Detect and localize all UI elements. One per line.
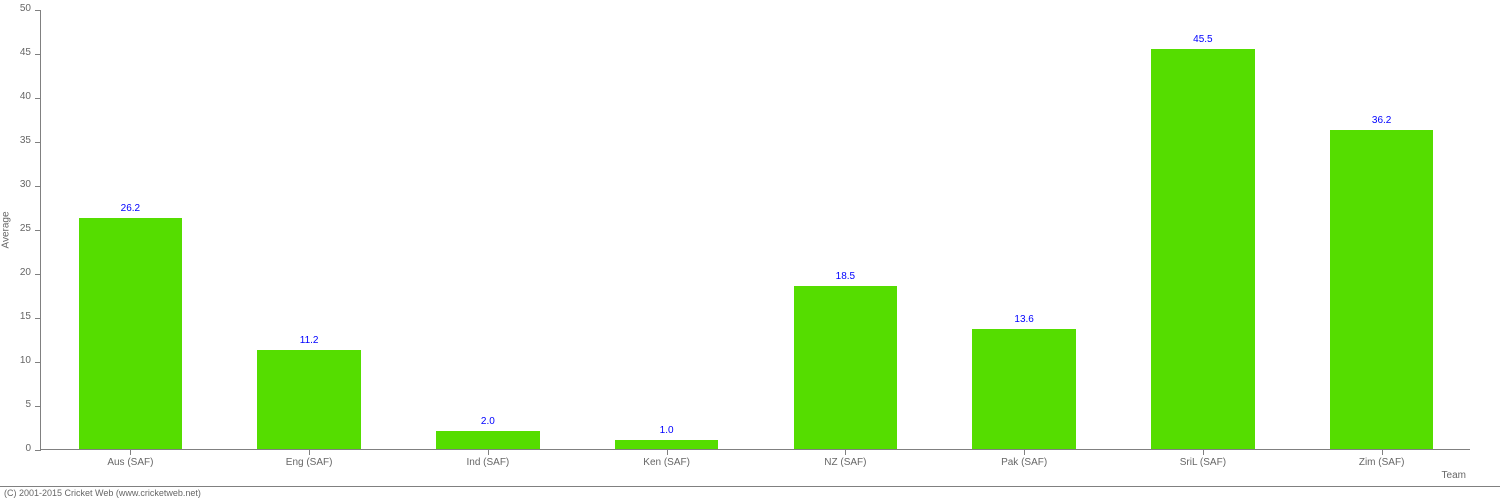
bar-value-label: 2.0 (481, 416, 495, 427)
y-tick-label: 5 (25, 399, 31, 410)
bar-value-label: 13.6 (1014, 314, 1033, 325)
y-tick-label: 35 (20, 135, 31, 146)
copyright-footer: (C) 2001-2015 Cricket Web (www.cricketwe… (0, 486, 1500, 500)
bar-value-label: 36.2 (1372, 115, 1391, 126)
bar (794, 286, 898, 449)
x-tick-label: Ken (SAF) (643, 457, 690, 468)
bar-value-label: 26.2 (121, 203, 140, 214)
y-tick-label: 40 (20, 91, 31, 102)
plot-area: 0510152025303540455026.2Aus (SAF)11.2Eng… (40, 10, 1470, 450)
bar (436, 431, 540, 449)
y-tick-label: 30 (20, 179, 31, 190)
bar-value-label: 11.2 (300, 335, 319, 346)
x-tick-label: Eng (SAF) (286, 457, 333, 468)
y-tick-label: 50 (20, 3, 31, 14)
x-tick-label: SriL (SAF) (1180, 457, 1226, 468)
x-tick-label: NZ (SAF) (824, 457, 866, 468)
y-axis-title: Average (1, 211, 12, 248)
bar (1330, 130, 1434, 449)
x-tick-label: Pak (SAF) (1001, 457, 1047, 468)
bar-value-label: 18.5 (836, 271, 855, 282)
bar (79, 218, 183, 449)
bar-value-label: 45.5 (1193, 34, 1212, 45)
x-tick-label: Ind (SAF) (466, 457, 509, 468)
bar (257, 350, 361, 449)
y-tick-label: 10 (20, 355, 31, 366)
bar (972, 329, 1076, 449)
y-tick-label: 15 (20, 311, 31, 322)
bar (615, 440, 719, 449)
x-axis-title: Team (1442, 470, 1466, 481)
bar (1151, 49, 1255, 449)
bar-value-label: 1.0 (660, 425, 674, 436)
y-tick-label: 25 (20, 223, 31, 234)
y-tick-label: 0 (25, 443, 31, 454)
y-tick-label: 20 (20, 267, 31, 278)
x-tick-label: Aus (SAF) (107, 457, 153, 468)
bar-chart: 0 5 10 15 20 25 30 35 40 45 50 26.2 Aus (SAF) 11.2 Eng… (0, 0, 1500, 500)
y-tick-label: 45 (20, 47, 31, 58)
x-tick-label: Zim (SAF) (1359, 457, 1405, 468)
